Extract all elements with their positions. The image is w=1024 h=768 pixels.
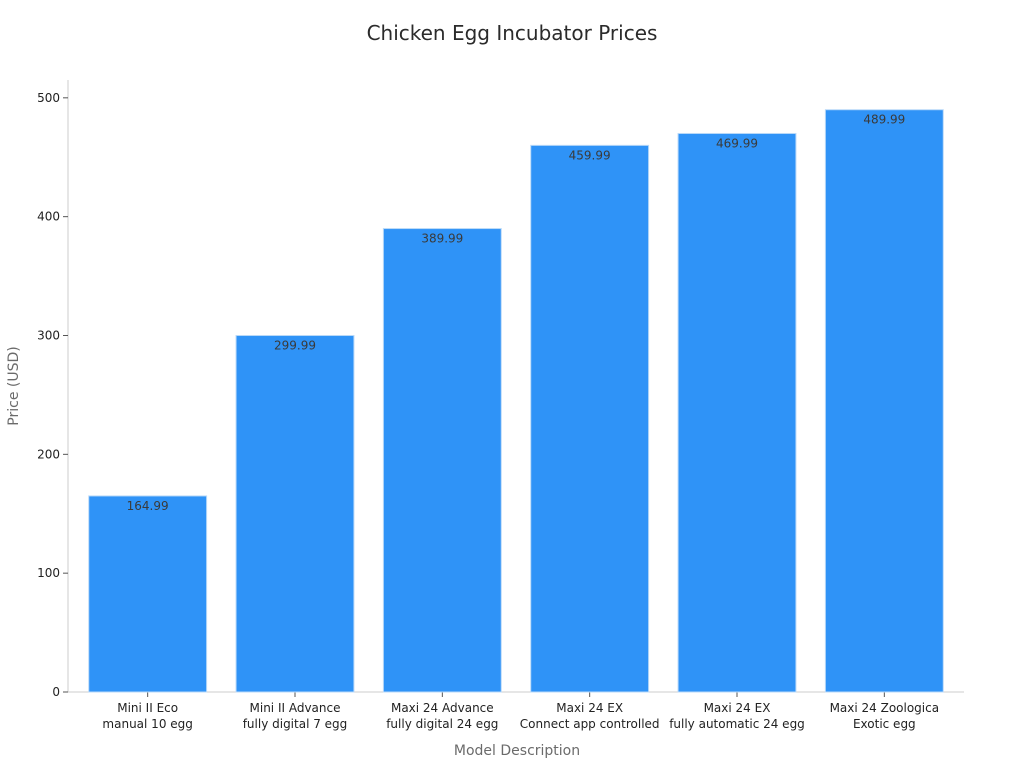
data-label: 459.99 bbox=[569, 148, 611, 162]
y-axis-title: Price (USD) bbox=[6, 346, 22, 425]
chart-title: Chicken Egg Incubator Prices bbox=[367, 21, 658, 45]
bar bbox=[382, 228, 502, 693]
data-label: 389.99 bbox=[421, 232, 463, 246]
y-axis: 0 100 200 300 400 500 bbox=[37, 80, 69, 699]
x-tick-label: Mini II Advance bbox=[250, 701, 341, 715]
x-tick-label: Maxi 24 Zoologica bbox=[830, 701, 940, 715]
y-tick-label: 0 bbox=[52, 685, 60, 699]
y-tick-label: 100 bbox=[37, 566, 60, 580]
bar bbox=[677, 132, 797, 693]
bar bbox=[824, 109, 944, 693]
x-axis-title: Model Description bbox=[454, 743, 580, 759]
x-tick-label: Connect app controlled bbox=[520, 717, 660, 731]
x-axis: Mini II Eco manual 10 egg Mini II Advance f… bbox=[68, 691, 964, 731]
data-label: 489.99 bbox=[863, 113, 905, 127]
data-label: 469.99 bbox=[716, 136, 758, 150]
x-tick-label: fully automatic 24 egg bbox=[669, 717, 805, 731]
data-label: 164.99 bbox=[127, 499, 169, 513]
bar bbox=[235, 335, 355, 693]
data-labels-group: 164.99 299.99 389.99 459.99 469.99 489.99 bbox=[127, 113, 906, 513]
y-tick-label: 400 bbox=[37, 210, 60, 224]
x-tick-label: Maxi 24 EX bbox=[704, 701, 771, 715]
x-tick-label: Mini II Eco bbox=[117, 701, 178, 715]
y-tick-label: 500 bbox=[37, 91, 60, 105]
x-tick-label: Maxi 24 Advance bbox=[391, 701, 494, 715]
data-label: 299.99 bbox=[274, 339, 316, 353]
x-tick-label: fully digital 7 egg bbox=[243, 717, 348, 731]
x-tick-label: fully digital 24 egg bbox=[386, 717, 498, 731]
x-tick-label: Maxi 24 EX bbox=[556, 701, 623, 715]
y-tick-label: 200 bbox=[37, 447, 60, 461]
bar bbox=[530, 144, 650, 693]
x-tick-label: Exotic egg bbox=[853, 717, 916, 731]
x-tick-label: manual 10 egg bbox=[102, 717, 192, 731]
y-tick-label: 300 bbox=[37, 328, 60, 342]
bars-group bbox=[88, 109, 944, 693]
bar bbox=[88, 495, 208, 693]
